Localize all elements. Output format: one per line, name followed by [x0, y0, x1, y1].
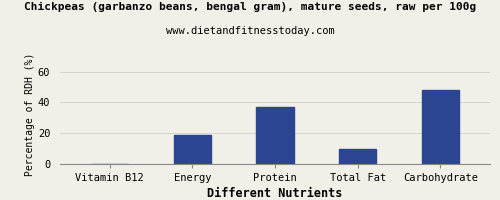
- Text: Chickpeas (garbanzo beans, bengal gram), mature seeds, raw per 100g: Chickpeas (garbanzo beans, bengal gram),…: [24, 2, 476, 12]
- X-axis label: Different Nutrients: Different Nutrients: [208, 187, 342, 200]
- Bar: [422, 90, 459, 164]
- Bar: [174, 135, 211, 164]
- Text: www.dietandfitnesstoday.com: www.dietandfitnesstoday.com: [166, 26, 334, 36]
- Bar: [339, 149, 376, 164]
- Y-axis label: Percentage of RDH (%): Percentage of RDH (%): [25, 52, 35, 176]
- Bar: [256, 107, 294, 164]
